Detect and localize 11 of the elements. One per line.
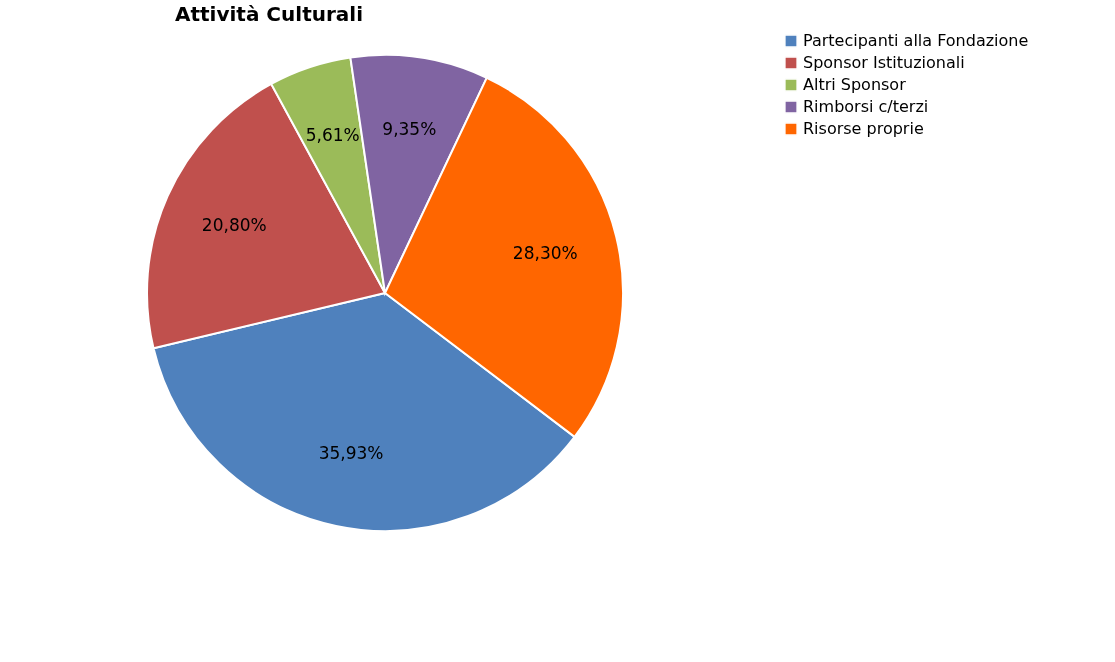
- data-label: 9,35%: [382, 118, 437, 139]
- data-label: 35,93%: [318, 443, 384, 464]
- data-label: 5,61%: [305, 125, 360, 146]
- legend-label: Partecipanti alla Fondazione: [803, 31, 1029, 50]
- legend-label: Sponsor Istituzionali: [803, 53, 965, 72]
- data-label: 28,30%: [512, 242, 578, 263]
- data-label: 20,80%: [201, 214, 267, 235]
- legend-label: Risorse proprie: [803, 119, 924, 138]
- chart-title: Attività Culturali: [175, 2, 364, 26]
- legend-label: Rimborsi c/terzi: [803, 97, 929, 116]
- legend-label: Altri Sponsor: [803, 75, 907, 94]
